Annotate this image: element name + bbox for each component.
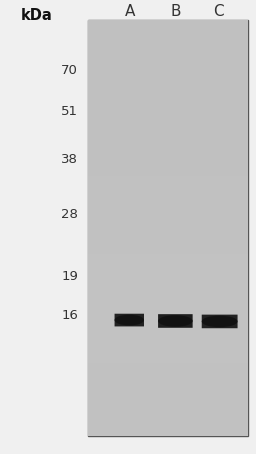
Bar xyxy=(88,140,248,145)
Bar xyxy=(88,384,248,389)
Bar xyxy=(88,67,248,72)
Bar xyxy=(88,150,248,155)
Bar xyxy=(88,93,248,99)
Bar xyxy=(88,114,248,119)
Bar xyxy=(88,83,248,88)
Bar xyxy=(88,368,248,374)
Bar xyxy=(88,124,248,129)
Bar xyxy=(88,36,248,41)
Ellipse shape xyxy=(202,316,238,327)
Bar xyxy=(88,259,248,265)
Bar xyxy=(88,394,248,400)
Bar xyxy=(88,104,248,109)
Bar xyxy=(88,218,248,223)
Bar xyxy=(88,415,248,420)
Text: C: C xyxy=(214,4,224,19)
Bar xyxy=(88,420,248,425)
Ellipse shape xyxy=(158,315,193,327)
Text: A: A xyxy=(125,4,136,19)
FancyBboxPatch shape xyxy=(115,314,144,326)
Bar xyxy=(88,129,248,135)
Bar xyxy=(88,285,248,291)
Bar xyxy=(88,145,248,150)
Text: 16: 16 xyxy=(61,309,78,322)
Text: B: B xyxy=(170,4,181,19)
Bar xyxy=(88,182,248,187)
Bar xyxy=(88,72,248,78)
Text: 51: 51 xyxy=(61,105,78,118)
Bar xyxy=(88,275,248,280)
Bar xyxy=(88,31,248,36)
Bar xyxy=(88,212,248,218)
Bar xyxy=(88,301,248,306)
Bar xyxy=(88,238,248,244)
Bar xyxy=(88,46,248,52)
Bar xyxy=(88,306,248,311)
Bar xyxy=(88,161,248,166)
Bar xyxy=(88,25,248,31)
Bar xyxy=(88,348,248,353)
Bar xyxy=(88,41,248,46)
Text: kDa: kDa xyxy=(20,8,52,24)
Bar xyxy=(88,207,248,212)
Bar xyxy=(88,389,248,394)
Bar xyxy=(88,62,248,67)
Bar xyxy=(88,254,248,259)
Bar xyxy=(88,20,248,436)
Bar xyxy=(88,228,248,233)
Bar xyxy=(88,291,248,296)
Bar xyxy=(88,99,248,104)
Text: 70: 70 xyxy=(61,64,78,77)
Bar xyxy=(88,363,248,368)
Bar xyxy=(88,223,248,228)
Ellipse shape xyxy=(115,315,144,326)
Bar xyxy=(88,410,248,415)
Bar xyxy=(88,155,248,161)
Text: 19: 19 xyxy=(61,271,78,283)
Bar xyxy=(88,171,248,176)
Bar xyxy=(88,244,248,249)
Bar xyxy=(88,119,248,124)
Bar xyxy=(88,332,248,337)
Bar xyxy=(88,176,248,182)
Bar xyxy=(88,400,248,405)
Bar xyxy=(88,405,248,410)
FancyBboxPatch shape xyxy=(202,315,238,328)
Text: 38: 38 xyxy=(61,153,78,166)
Bar xyxy=(88,337,248,342)
FancyBboxPatch shape xyxy=(158,314,193,328)
Bar xyxy=(88,379,248,384)
Bar xyxy=(88,57,248,62)
Bar xyxy=(88,316,248,321)
Bar xyxy=(88,192,248,197)
Bar xyxy=(88,197,248,202)
Bar xyxy=(88,327,248,332)
Bar xyxy=(88,202,248,207)
Bar xyxy=(88,52,248,57)
Bar xyxy=(88,233,248,238)
Bar xyxy=(88,342,248,348)
Bar xyxy=(88,374,248,379)
Bar xyxy=(88,280,248,285)
Bar xyxy=(88,353,248,358)
Bar xyxy=(88,78,248,83)
Bar xyxy=(88,265,248,270)
Bar xyxy=(88,270,248,275)
Bar xyxy=(88,431,248,436)
Bar xyxy=(88,311,248,316)
Bar xyxy=(88,321,248,327)
Bar xyxy=(88,166,248,171)
Bar xyxy=(88,296,248,301)
Bar xyxy=(88,425,248,431)
Bar xyxy=(88,109,248,114)
Bar xyxy=(88,88,248,93)
Bar xyxy=(88,187,248,192)
Text: 28: 28 xyxy=(61,208,78,221)
Bar xyxy=(88,249,248,254)
Bar xyxy=(88,20,248,25)
Bar xyxy=(88,358,248,363)
Bar xyxy=(88,135,248,140)
